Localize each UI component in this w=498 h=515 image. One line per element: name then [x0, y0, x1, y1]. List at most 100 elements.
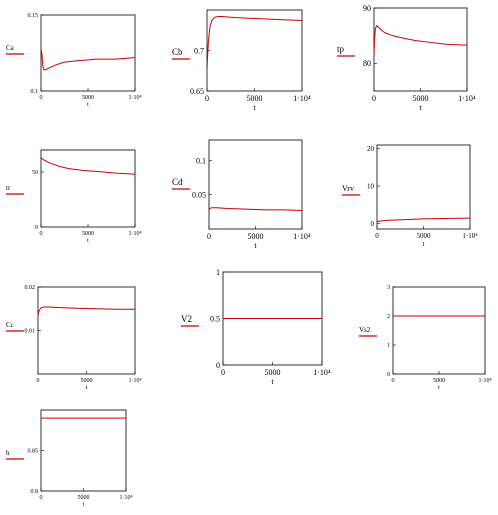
plot-frame	[37, 286, 136, 375]
plot-frame	[40, 14, 136, 92]
y-tick-label: 0.8	[31, 489, 39, 495]
y-tick-label: 0.05	[192, 191, 206, 200]
x-tick-label: 1·10⁴	[119, 495, 132, 501]
y-tick-label: 0.1	[31, 89, 39, 95]
x-tick-label: 1·10⁴	[293, 94, 311, 103]
series-line	[40, 48, 136, 71]
x-tick-label: 0	[40, 495, 43, 501]
x-axis-label: t	[87, 102, 89, 108]
x-axis-label: t	[87, 238, 89, 244]
chart-vs2: 0 1 2 3 0 5000 1·10⁴ t Vs2	[359, 285, 492, 391]
y-tick-label: 3	[387, 285, 390, 291]
x-tick-label: 5000	[82, 95, 94, 101]
x-tick-label: 1·10⁴	[462, 232, 478, 240]
y-axis-label: Cb	[172, 47, 183, 57]
plot-frame	[40, 149, 136, 228]
x-tick-label: 1·10⁴	[313, 368, 331, 377]
x-tick-label: 5000	[82, 231, 94, 237]
x-tick-label: 5000	[81, 378, 93, 384]
y-tick-label: 0.15	[28, 13, 39, 19]
x-tick-label: 1·10⁴	[128, 95, 141, 101]
y-tick-label: 20	[367, 145, 375, 153]
y-axis-label: Cc	[6, 321, 14, 329]
chart-tr: 0 50 0 5000 1·10⁴ t tr	[6, 149, 142, 244]
y-axis-label: tr	[6, 184, 11, 192]
y-tick-label: 0	[35, 225, 38, 231]
x-tick-label: 1·10⁴	[293, 232, 311, 241]
x-tick-label: 1·10⁴	[478, 378, 491, 384]
x-axis-label: t	[254, 241, 257, 250]
y-tick-label: 0.5	[210, 314, 220, 323]
x-axis-label: t	[253, 103, 256, 112]
series-line	[37, 306, 135, 316]
y-tick-label: 0	[387, 372, 390, 378]
x-tick-label: 0	[37, 378, 40, 384]
series-line	[208, 207, 303, 212]
y-axis-label: Cd	[172, 177, 183, 187]
y-tick-label: 2	[387, 314, 390, 320]
x-tick-label: 5000	[417, 232, 432, 240]
x-tick-label: 1·10⁴	[458, 94, 476, 103]
plot-frame	[206, 9, 303, 92]
y-axis-label: V2	[181, 314, 192, 324]
plot-frame	[392, 286, 486, 375]
x-axis-label: t	[419, 103, 422, 112]
chart-cb: 0.65 0.7 0 5000 1·10⁴ t Cb	[172, 9, 311, 112]
x-tick-label: 5000	[265, 368, 281, 377]
x-axis-label: t	[271, 377, 274, 386]
x-tick-label: 0	[40, 95, 43, 101]
y-tick-label: 1	[387, 343, 390, 349]
x-tick-label: 5000	[413, 94, 429, 103]
y-axis-label: Vs2	[359, 326, 371, 334]
series-line	[40, 157, 136, 175]
y-tick-label: 50	[32, 170, 38, 176]
x-tick-label: 1·10⁴	[128, 231, 141, 237]
y-axis-label: Ca	[6, 44, 15, 52]
x-axis-label: t	[83, 502, 85, 508]
y-tick-label: 1	[216, 268, 220, 277]
series-line	[376, 217, 471, 223]
y-tick-label: 0.7	[194, 46, 204, 55]
y-tick-label: 0.65	[190, 87, 204, 96]
y-tick-label: 0.1	[196, 156, 206, 165]
y-tick-label: 10	[367, 183, 375, 191]
chart-ca: 0.1 0.15 0 5000 1·10⁴ t Ca	[6, 13, 142, 108]
x-tick-label: 1·10⁴	[128, 378, 141, 384]
y-tick-label: 0.85	[28, 449, 39, 455]
chart-cc: 0.01 0.02 0 5000 1·10⁴ t Cc	[6, 285, 142, 391]
x-tick-label: 0	[207, 232, 211, 241]
x-tick-label: 0	[40, 231, 43, 237]
x-tick-label: 5000	[248, 232, 264, 241]
x-axis-label: t	[423, 240, 425, 248]
y-tick-label: 0.01	[25, 329, 36, 335]
chart-v2: 0 0.5 1 0 5000 1·10⁴ t V2	[181, 268, 331, 386]
x-tick-label: 0	[221, 368, 225, 377]
plot-frame	[208, 139, 303, 230]
y-tick-label: 90	[363, 4, 371, 13]
x-tick-label: 0	[392, 378, 395, 384]
x-tick-label: 5000	[78, 495, 90, 501]
x-tick-label: 5000	[247, 94, 263, 103]
y-axis-label: tp	[337, 44, 345, 54]
x-axis-label: t	[86, 385, 88, 391]
chart-cd: 0.05 0.1 0 5000 1·10⁴ t Cd	[172, 139, 311, 250]
y-axis-label: Vrv	[342, 184, 354, 193]
series-line	[373, 24, 468, 56]
plot-frame	[373, 7, 468, 92]
plot-frame	[40, 409, 127, 492]
x-tick-label: 5000	[433, 378, 445, 384]
x-tick-label: 0	[372, 94, 376, 103]
chart-vrv: 0 10 20 0 5000 1·10⁴ t Vrv	[342, 144, 478, 248]
chart-h: 0.8 0.85 0 5000 1·10⁴ t h	[6, 409, 133, 508]
x-tick-label: 0	[205, 94, 209, 103]
plot-frame	[376, 144, 471, 230]
y-tick-label: 0	[371, 220, 375, 228]
series-line	[206, 15, 303, 70]
chart-tp: 80 90 0 5000 1·10⁴ t tp	[337, 4, 476, 112]
y-tick-label: 0	[216, 361, 220, 370]
x-axis-label: t	[438, 385, 440, 391]
y-tick-label: 80	[363, 59, 371, 68]
y-axis-label: h	[6, 449, 10, 457]
x-tick-label: 0	[375, 232, 379, 240]
